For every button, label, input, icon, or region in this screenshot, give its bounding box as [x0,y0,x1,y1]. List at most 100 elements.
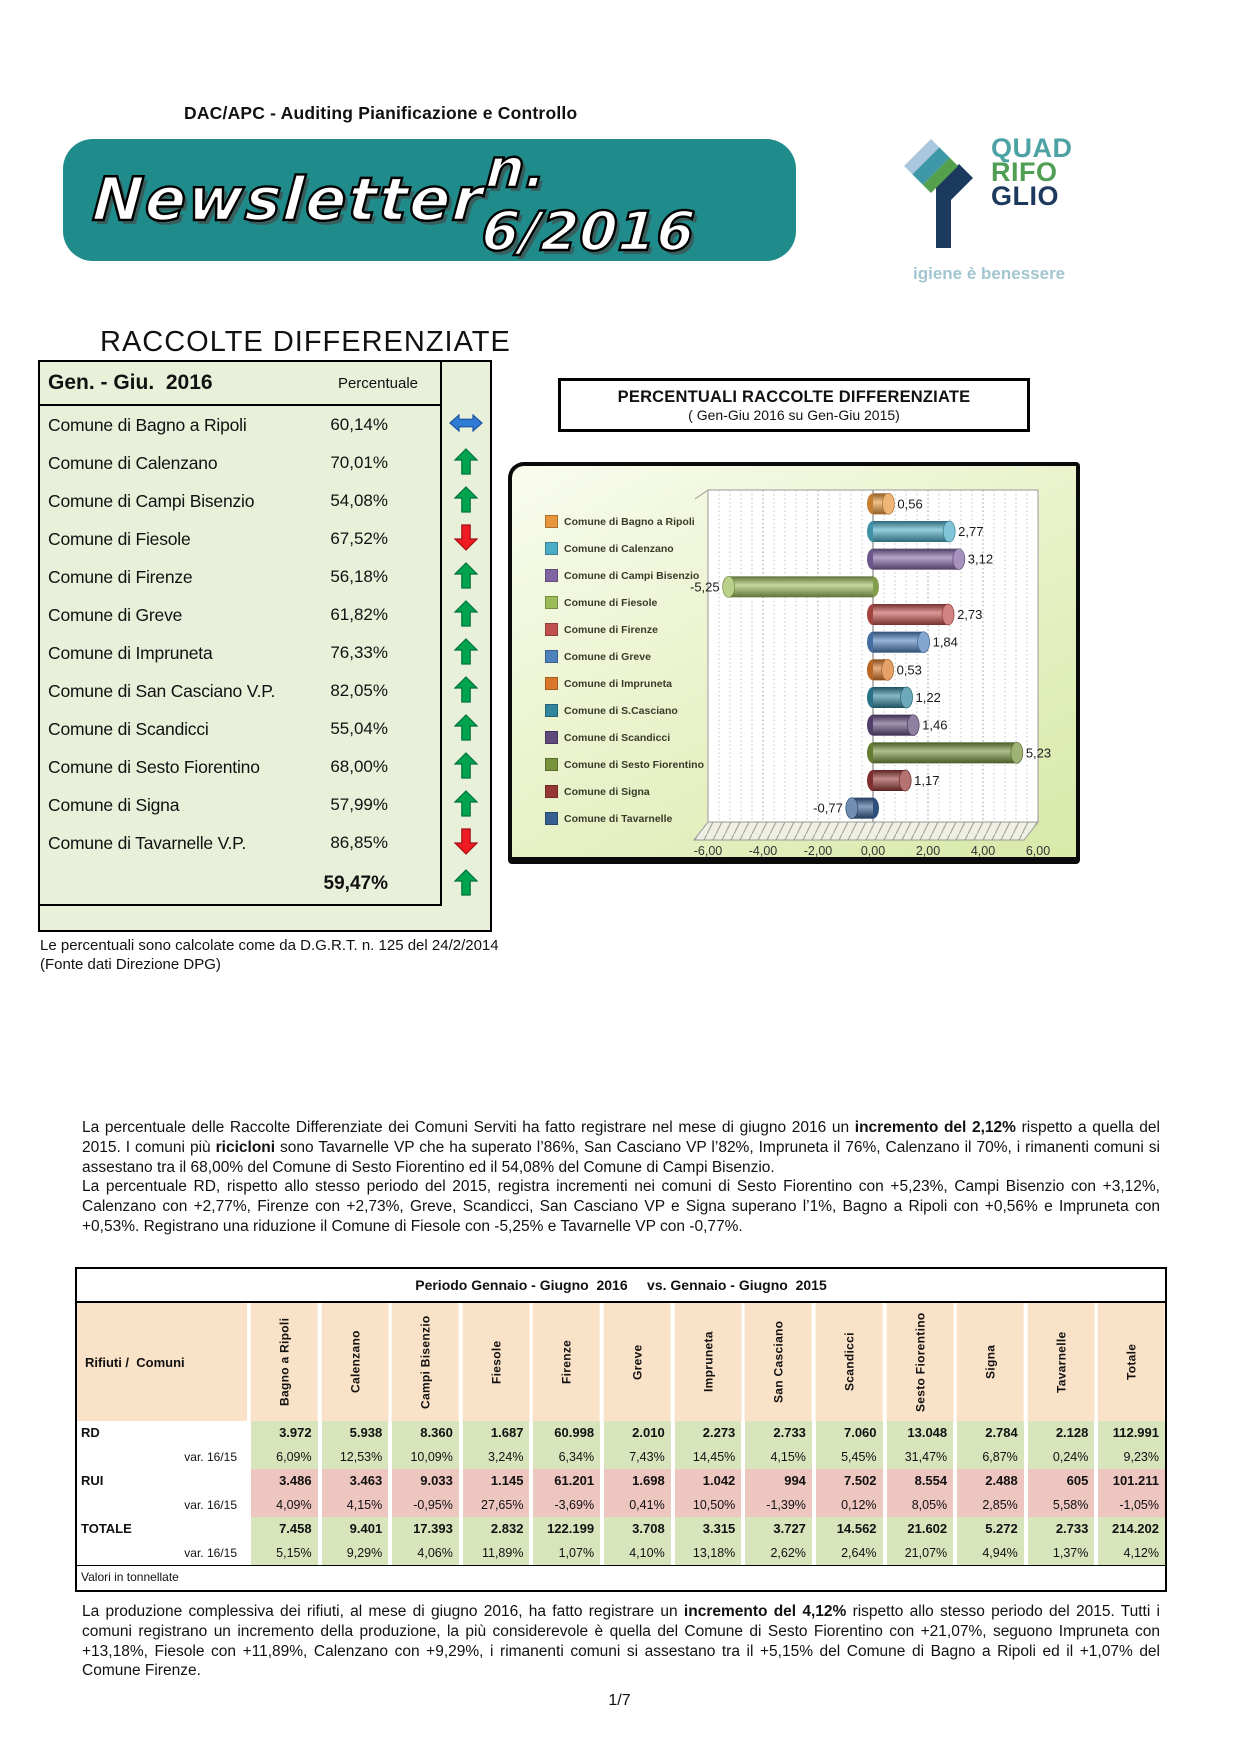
tonnage-cell: 0,12% [815,1493,883,1517]
legend-swatch [545,812,558,825]
comune-percentage: 68,00% [330,757,388,776]
rd-footnote: Le percentuali sono calcolate come da D.… [40,936,499,974]
trend-up-icon [444,746,488,784]
tonnage-cell: 9.033 [392,1469,459,1493]
tonnage-cell: 5.938 [321,1421,389,1445]
comune-percentage: 86,85% [330,833,388,852]
rd-table-row: Comune di San Casciano V.P. 82,05% [40,672,440,710]
legend-label: Comune di Greve [564,650,651,663]
tonnage-cell: 1.687 [462,1421,530,1445]
tonnage-cell: 61.201 [533,1469,601,1493]
tonnage-cell: 2.128 [1027,1421,1095,1445]
trend-down-icon [444,822,488,860]
legend-item: Comune di Firenze [545,616,704,643]
legend-item: Comune di Signa [545,778,704,805]
svg-text:2,77: 2,77 [958,524,983,539]
comune-percentage: 76,33% [330,643,388,662]
page-number: 1/7 [608,1692,631,1709]
legend-label: Comune di Tavarnelle [564,812,673,825]
legend-label: Comune di S.Casciano [564,704,678,717]
legend-swatch [545,704,558,717]
tonnage-cell: 10,50% [674,1493,742,1517]
legend-item: Comune di Scandicci [545,724,704,751]
tonnage-cell: 122.199 [533,1517,601,1541]
tonnage-cell: 2,62% [745,1541,812,1565]
legend-label: Comune di Fiesole [564,596,658,609]
tonnage-cell: 1,37% [1027,1541,1095,1565]
tonnage-cell: 7.458 [251,1517,318,1541]
legend-item: Comune di Fiesole [545,589,704,616]
tonnage-row-label: var. 16/15 [77,1445,247,1469]
legend-swatch [545,731,558,744]
legend-swatch [545,785,558,798]
rd-table-row: Comune di Signa 57,99% [40,786,440,824]
tonnage-column-header: Firenze [533,1303,601,1421]
tonnage-cell: 9.401 [321,1517,389,1541]
rd-table-row: Comune di Sesto Fiorentino 68,00% [40,748,440,786]
logo-word-quad: QUAD [991,133,1073,163]
tonnage-cell: 2.784 [957,1421,1024,1445]
tonnage-row-label: RD [77,1421,247,1445]
tonnage-cell: 3.315 [674,1517,742,1541]
tonnage-cell: 10,09% [392,1445,459,1469]
svg-text:0,56: 0,56 [897,496,922,511]
logo-wordmark: QUAD RIFO GLIO [991,133,1073,210]
rd-table-row: Comune di Impruneta 76,33% [40,634,440,672]
tonnage-cell: 1.042 [674,1469,742,1493]
quadrifoglio-logo: QUAD RIFO GLIO igiene è benessere [903,133,1143,296]
comune-name: Comune di Firenze [48,566,193,587]
tonnage-cell: 2.733 [1027,1517,1095,1541]
comune-name: Comune di Sesto Fiorentino [48,756,260,777]
tonnage-cell: 2,85% [957,1493,1024,1517]
svg-text:6,00: 6,00 [1026,844,1050,858]
paragraph-text: rispetto allo stesso periodo del 2015. T… [82,1603,1160,1680]
legend-label: Comune di Firenze [564,623,658,636]
legend-swatch [545,596,558,609]
paragraph-bold: incremento del 2,12% [854,1119,1016,1136]
trend-up-icon [444,480,488,518]
svg-text:0,00: 0,00 [861,844,885,858]
tonnage-cell: 5,15% [251,1541,318,1565]
tonnage-cell: 7.502 [815,1469,883,1493]
tonnage-column-header: Totale [1098,1303,1165,1421]
tonnage-cell: 214.202 [1098,1517,1165,1541]
comune-percentage: 82,05% [330,681,388,700]
trend-up-icon [444,442,488,480]
tonnage-cell: 21.602 [886,1517,954,1541]
legend-label: Comune di Impruneta [564,677,672,690]
legend-swatch [545,542,558,555]
paragraph-bold: incremento del 4,12% [683,1603,847,1620]
trend-up-icon [444,594,488,632]
rd-table-row: Comune di Campi Bisenzio 54,08% [40,482,440,520]
tonnage-column-header: Tavarnelle [1027,1303,1095,1421]
legend-swatch [545,677,558,690]
logo-word-rifo: RIFO [991,157,1058,187]
svg-text:0,53: 0,53 [897,662,922,677]
tonnage-cell: 4,12% [1098,1541,1165,1565]
tonnage-cell: 5,45% [815,1445,883,1469]
legend-item: Comune di S.Casciano [545,697,704,724]
tonnage-column-header: Sesto Fiorentino [886,1303,954,1421]
tonnage-cell: 8.554 [886,1469,954,1493]
tonnage-cell: 1,07% [533,1541,601,1565]
comune-percentage: 61,82% [330,605,388,624]
comune-name: Comune di Bagno a Ripoli [48,414,247,435]
rd-total-row: 59,47% [40,862,440,906]
trend-flat-icon [444,404,488,442]
rd-table-header: Gen. - Giu. 2016 Percentuale [40,362,440,406]
tonnage-column-header: Fiesole [462,1303,530,1421]
tonnage-cell: 4,09% [251,1493,318,1517]
tonnage-corner-label: Rifiuti / Comuni [77,1303,247,1421]
comune-name: Comune di Tavarnelle V.P. [48,832,247,853]
chart-subtitle: ( Gen-Giu 2016 su Gen-Giu 2015) [688,407,900,423]
tonnage-cell: 2.832 [462,1517,530,1541]
tonnage-cell: 605 [1027,1469,1095,1493]
tonnage-cell: 4,06% [392,1541,459,1565]
tonnage-cell: 4,15% [745,1445,812,1469]
svg-text:2,00: 2,00 [916,844,940,858]
svg-text:-4,00: -4,00 [749,844,778,858]
trend-down-icon [444,518,488,556]
svg-text:-5,25: -5,25 [690,579,720,594]
paragraph-text: La percentuale RD, rispetto allo stesso … [82,1178,1160,1236]
rd-footnote-line1: Le percentuali sono calcolate come da D.… [40,937,499,954]
